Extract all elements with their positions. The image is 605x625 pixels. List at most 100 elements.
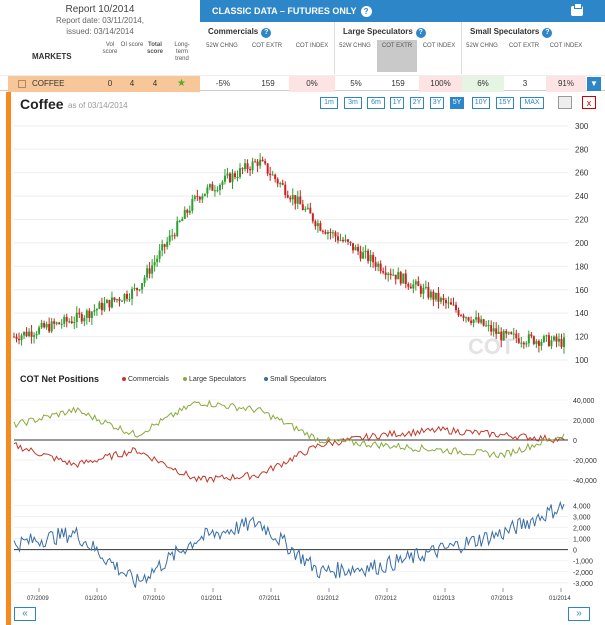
large-cot-extr-header[interactable]: COT EXTR (377, 40, 417, 72)
price-candle (547, 335, 550, 347)
large-52w-header[interactable]: 52W CHNG (339, 43, 371, 49)
price-candle (294, 195, 297, 204)
price-candle (485, 325, 488, 327)
price-candle (50, 321, 53, 332)
price-candle (517, 338, 520, 343)
price-candle (93, 310, 96, 312)
price-tick-label: 220 (575, 216, 589, 225)
price-candle (133, 288, 136, 290)
x-tick-label: 01/2010 (85, 596, 107, 602)
close-icon[interactable]: x (582, 96, 596, 109)
price-candle (271, 174, 274, 176)
price-candle (542, 336, 545, 342)
help-icon[interactable]: ? (415, 28, 426, 38)
price-candle (334, 232, 337, 237)
range-1y-button[interactable]: 1Y (390, 97, 404, 109)
scroll-left-button[interactable]: « (14, 607, 36, 621)
price-tick-label: 200 (575, 239, 589, 248)
range-1m-button[interactable]: 1m (320, 97, 338, 109)
price-candle (535, 340, 538, 344)
small-52w: 6% (462, 76, 504, 92)
price-candle (206, 187, 209, 194)
small-cot-extr-header[interactable]: COT EXTR (508, 43, 540, 49)
small-tick-label: 3,000 (573, 515, 591, 522)
price-candle (460, 315, 463, 317)
price-candle (329, 232, 332, 234)
help-icon[interactable]: ? (261, 28, 272, 38)
scroll-right-button[interactable]: » (568, 607, 590, 621)
price-tick-label: 100 (575, 356, 589, 365)
small-52w-header[interactable]: 52W CHNG (466, 43, 498, 49)
price-candle (213, 190, 216, 192)
commercials-line (13, 425, 565, 484)
range-5y-button[interactable]: 5Y (450, 97, 464, 109)
markets-header: MARKETS Vol score OI score Total score L… (0, 36, 200, 74)
price-candle (78, 312, 81, 315)
large-cot-index-header[interactable]: COT INDEX (422, 43, 456, 49)
commercials-cot-index: 0% (289, 76, 335, 92)
x-tick-label: 07/2012 (375, 596, 397, 602)
price-candle (555, 336, 558, 342)
commercials-cot-extr-header[interactable]: COT EXTR (251, 43, 283, 49)
print-chart-icon[interactable] (558, 96, 572, 109)
range-3m-button[interactable]: 3m (344, 97, 362, 109)
price-candle (259, 159, 262, 166)
price-candle (439, 297, 442, 302)
small-tick-label: 4,000 (573, 504, 591, 511)
price-candle (33, 335, 36, 337)
small-cot-extr: 3 (522, 79, 528, 88)
range-3y-button[interactable]: 3Y (430, 97, 444, 109)
price-candle (326, 232, 329, 234)
x-tick-label: 01/2011 (201, 596, 223, 602)
price-candle (550, 340, 553, 347)
price-candle (419, 286, 422, 294)
price-candle (18, 338, 21, 341)
range-2y-button[interactable]: 2Y (410, 97, 424, 109)
row-checkbox[interactable] (18, 80, 26, 88)
price-candle (60, 323, 63, 325)
commercials-group-title: Commercials (208, 27, 259, 36)
total-score-header: Total score (146, 42, 163, 55)
net-tick-label: -20,000 (573, 458, 597, 465)
small-tick-label: -2,000 (573, 570, 593, 577)
large-speculators-group: Large Speculators? 52W CHNG COT EXTR COT… (335, 22, 462, 74)
table-row[interactable]: COFFEE 0 4 4 ★ -5% 159 0% 5% 159 100% 6%… (0, 75, 605, 92)
price-candle (394, 274, 397, 280)
help-icon[interactable]: ? (360, 6, 372, 17)
range-6m-button[interactable]: 6m (367, 97, 385, 109)
price-candle (163, 244, 166, 247)
price-candle (244, 163, 247, 170)
small-speculators-group: Small Speculators? 52W CHNG COT EXTR COT… (462, 22, 605, 74)
price-candle (20, 335, 23, 341)
price-candle (552, 336, 555, 341)
price-candle (372, 254, 375, 263)
price-candle (211, 184, 214, 191)
price-candle (183, 209, 186, 219)
price-candle (387, 273, 390, 276)
commercials-52w-header[interactable]: 52W CHNG (206, 43, 238, 49)
price-candle (45, 324, 48, 328)
range-10y-button[interactable]: 10Y (472, 97, 490, 109)
price-candle (309, 207, 312, 214)
price-candle (153, 262, 156, 266)
market-name: COFFEE (32, 79, 65, 88)
price-candle (487, 325, 490, 327)
small-cot-index-header[interactable]: COT INDEX (549, 43, 583, 49)
print-icon[interactable] (571, 3, 583, 16)
price-candle (198, 197, 201, 200)
commercials-cot-index-header[interactable]: COT INDEX (295, 43, 329, 49)
price-candle (191, 199, 194, 211)
price-candle (352, 243, 355, 251)
price-candle (311, 213, 314, 222)
price-candle (208, 184, 211, 188)
price-candle (65, 316, 68, 322)
price-tick-label: 120 (575, 333, 589, 342)
help-icon[interactable]: ? (542, 28, 553, 38)
price-candle (402, 273, 405, 284)
range-max-button[interactable]: MAX (520, 97, 544, 109)
chart-title: Coffee (20, 96, 64, 112)
price-candle (291, 195, 294, 200)
range-15y-button[interactable]: 15Y (496, 97, 514, 109)
price-candle (80, 314, 83, 322)
chevron-down-icon[interactable]: ▼ (587, 77, 601, 91)
